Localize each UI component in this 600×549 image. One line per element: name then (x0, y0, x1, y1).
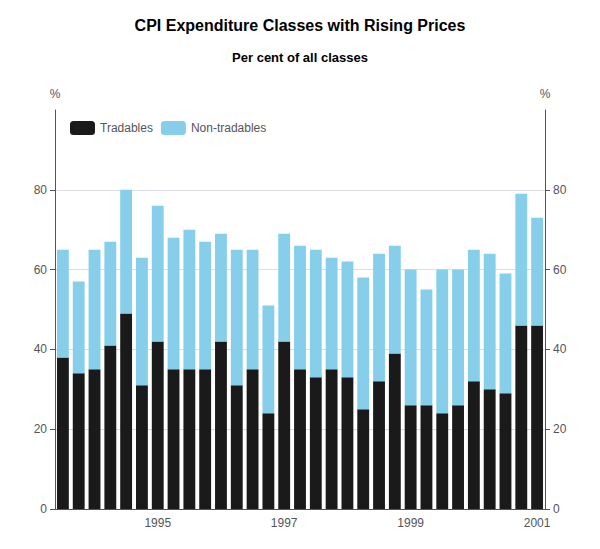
svg-text:20: 20 (553, 422, 567, 436)
svg-text:Tradables: Tradables (100, 121, 153, 135)
svg-text:1997: 1997 (271, 516, 298, 530)
svg-text:40: 40 (34, 342, 48, 356)
svg-text:0: 0 (40, 502, 47, 516)
svg-text:Per cent of all classes: Per cent of all classes (232, 50, 368, 65)
svg-text:CPI Expenditure Classes with R: CPI Expenditure Classes with Rising Pric… (135, 17, 466, 34)
svg-text:60: 60 (553, 263, 567, 277)
svg-text:60: 60 (34, 263, 48, 277)
svg-text:1999: 1999 (397, 516, 424, 530)
svg-text:Non-tradables: Non-tradables (191, 121, 266, 135)
svg-text:20: 20 (34, 422, 48, 436)
svg-text:80: 80 (553, 183, 567, 197)
svg-text:80: 80 (34, 183, 48, 197)
svg-text:%: % (540, 87, 551, 101)
svg-text:2001: 2001 (524, 516, 551, 530)
svg-text:%: % (50, 87, 61, 101)
svg-text:40: 40 (553, 342, 567, 356)
svg-text:0: 0 (553, 502, 560, 516)
svg-text:1995: 1995 (144, 516, 171, 530)
